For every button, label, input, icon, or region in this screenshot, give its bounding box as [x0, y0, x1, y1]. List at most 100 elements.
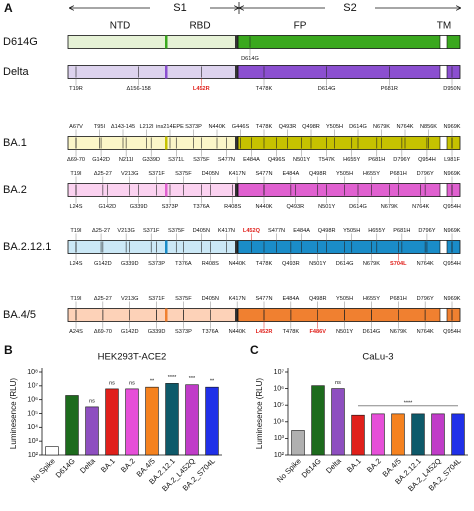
mutation-label: G142D: [92, 157, 110, 163]
rbd-edge: [165, 35, 168, 49]
x-tick-label: No Spike: [29, 456, 57, 484]
mutation-label: Δ143-145: [111, 124, 135, 130]
tm-block: [439, 183, 448, 197]
x-tick-label: D614G: [300, 456, 323, 479]
variant-name: BA.2: [3, 184, 27, 196]
segment-s2: [237, 136, 461, 150]
rbd-edge: [165, 308, 168, 322]
mutation-label: D796Y: [393, 157, 410, 163]
mutation-label: D614G: [318, 86, 336, 92]
bar: [291, 430, 305, 456]
mutation-label: Δ25-27: [92, 228, 110, 234]
mutation-label: Δ69-70: [94, 329, 112, 335]
mutation-label: G142D: [98, 204, 116, 210]
significance: **: [210, 379, 215, 385]
tm-block: [439, 240, 448, 254]
mutation-label: N501Y: [293, 157, 310, 163]
mutation-label: N969K: [443, 124, 460, 130]
segment-s1: [67, 35, 239, 49]
mutation-label: Q954H: [443, 261, 461, 267]
mutation-label: D796Y: [417, 171, 434, 177]
mutation-label: P681H: [390, 296, 407, 302]
segment-s2: [237, 65, 461, 79]
mutation-label: D405N: [193, 228, 210, 234]
mutation-label: G339D: [121, 261, 139, 267]
mutation-label: S704L: [390, 261, 407, 267]
rbd-edge: [235, 308, 238, 322]
region-label: S1: [173, 2, 186, 14]
mutation-label: Q493R: [282, 261, 300, 267]
tm-block: [439, 65, 448, 79]
mutation-label: N679K: [390, 329, 407, 335]
domain-label: RBD: [189, 21, 210, 32]
mutation-label: Q496S: [268, 157, 286, 163]
mutation-label: T478K: [256, 124, 273, 130]
segment-s2: [237, 35, 461, 49]
mutation-label: P681R: [381, 86, 398, 92]
mutation-label: D950N: [443, 86, 460, 92]
y-axis-label: Luminesence (RLU): [255, 378, 264, 449]
segment-s1: [67, 183, 239, 197]
y-tick-label: 10⁶: [27, 397, 38, 404]
mutation-label: L452R: [193, 86, 210, 92]
mutation-label: N679K: [373, 124, 390, 130]
mutation-label: T547K: [318, 157, 335, 163]
significance: ****: [168, 375, 177, 381]
mutation-label: N679K: [381, 204, 398, 210]
y-tick-label: 10⁷: [274, 369, 285, 376]
x-tick-label: Delta: [324, 456, 343, 475]
mutation-label: G339D: [130, 204, 148, 210]
mutation-label: S477N: [255, 296, 272, 302]
bar: [311, 385, 325, 456]
tm-block: [439, 136, 448, 150]
mutation-label: K417N: [229, 171, 246, 177]
mutation-label: P681H: [393, 228, 410, 234]
mutation-label: N679K: [363, 261, 380, 267]
mutation-label: G446S: [232, 124, 250, 130]
mutation-label: N764K: [396, 124, 413, 130]
mutation-label: N440K: [229, 329, 246, 335]
mutation-label: N969K: [443, 228, 460, 234]
domain-label: NTD: [110, 21, 131, 32]
mutation-label: ins214EPE: [156, 124, 184, 130]
mutation-label: D614G: [363, 329, 381, 335]
segment-s1: [67, 65, 239, 79]
mutation-label: N440K: [208, 124, 225, 130]
panel-label: A: [4, 1, 13, 15]
mutation-label: R408S: [202, 261, 219, 267]
significance: ns: [109, 380, 115, 386]
bar: [65, 395, 79, 456]
mutation-label: E484A: [243, 157, 260, 163]
mutation-label: N440K: [255, 204, 272, 210]
rbd-edge: [165, 240, 168, 254]
mutation-label: Q498R: [302, 124, 320, 130]
mutation-label: S375F: [175, 171, 192, 177]
bar: [391, 413, 405, 456]
segment-s2: [237, 240, 461, 254]
region-label: S2: [343, 2, 356, 14]
y-axis-label: Luminesence (RLU): [9, 378, 18, 449]
mutation-label: G142D: [121, 329, 139, 335]
bar: [371, 413, 385, 456]
rbd-edge: [235, 183, 238, 197]
mutation-label: E484A: [282, 171, 299, 177]
mutation-label: S477N: [255, 171, 272, 177]
mutation-label: P681H: [368, 157, 385, 163]
variant-name: BA.4/5: [3, 309, 36, 321]
x-tick-label: D614G: [54, 456, 77, 479]
mutation-label: D796Y: [418, 228, 435, 234]
significance: ns: [89, 398, 95, 404]
mutation-label: N440K: [229, 261, 246, 267]
mutation-label: S371L: [168, 157, 184, 163]
variant-name: BA.2.12.1: [3, 241, 51, 253]
bar: [431, 413, 445, 456]
mutation-label: T376A: [202, 329, 219, 335]
mutation-label: T478K: [256, 86, 273, 92]
y-tick-label: 10⁵: [27, 410, 38, 417]
mutation-label: T19R: [69, 86, 83, 92]
mutation-label: Δ25-27: [94, 296, 112, 302]
mutation-label: S477N: [268, 228, 285, 234]
mutation-label: Q954H: [443, 204, 461, 210]
